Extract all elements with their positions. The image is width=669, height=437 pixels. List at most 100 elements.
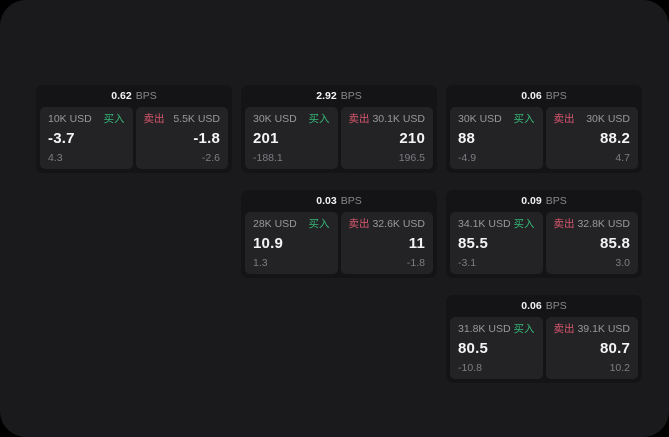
card-body: 30K USD 买入 88 -4.9 卖出 30K USD 88.2 4.7 <box>446 105 642 173</box>
sell-amount: 39.1K USD <box>577 323 630 335</box>
sell-change: 3.0 <box>615 257 630 269</box>
card-bps-header: 0.06 BPS <box>446 295 642 315</box>
sell-panel[interactable]: 卖出 32.6K USD 11 -1.8 <box>340 212 433 274</box>
sell-price: 210 <box>399 130 425 147</box>
spread-card: 0.09 BPS 34.1K USD 买入 85.5 -3.1 卖出 <box>446 190 642 278</box>
sell-side-label: 卖出 <box>348 218 370 230</box>
sell-panel[interactable]: 卖出 30.1K USD 210 196.5 <box>340 107 433 169</box>
spread-card: 0.06 BPS 31.8K USD 买入 80.5 -10.8 卖 <box>446 295 642 383</box>
buy-panel-header: 28K USD 买入 <box>253 218 330 230</box>
buy-amount: 30K USD <box>458 113 502 125</box>
bps-unit-label: BPS <box>545 90 567 102</box>
spread-card: 0.03 BPS 28K USD 买入 10.9 1.3 卖出 <box>241 190 437 278</box>
sell-amount: 32.6K USD <box>372 218 425 230</box>
card-body: 31.8K USD 买入 80.5 -10.8 卖出 39.1K USD 80.… <box>446 315 642 383</box>
buy-panel[interactable]: 30K USD 买入 88 -4.9 <box>450 107 543 169</box>
bps-unit-label: BPS <box>135 90 157 102</box>
buy-price: 80.5 <box>458 340 488 357</box>
sell-amount: 30K USD <box>586 113 630 125</box>
card-bps-header: 2.92 BPS <box>241 85 437 105</box>
buy-amount: 31.8K USD <box>458 323 511 335</box>
buy-panel-header: 34.1K USD 买入 <box>458 218 535 230</box>
card-bps-header: 0.06 BPS <box>446 85 642 105</box>
card-body: 30K USD 买入 201 -188.1 卖出 30.1K USD 210 1… <box>241 105 437 173</box>
bps-unit-label: BPS <box>545 195 567 207</box>
sell-panel-header: 卖出 39.1K USD <box>554 323 631 335</box>
card-body: 34.1K USD 买入 85.5 -3.1 卖出 32.8K USD 85.8… <box>446 210 642 278</box>
card-body: 28K USD 买入 10.9 1.3 卖出 32.6K USD 11 -1.8 <box>241 210 437 278</box>
sell-panel-header: 卖出 32.6K USD <box>349 218 426 230</box>
buy-panel-header: 10K USD 买入 <box>48 113 125 125</box>
card-bps-header: 0.62 BPS <box>36 85 232 105</box>
buy-amount: 10K USD <box>48 113 92 125</box>
bps-value: 0.03 <box>316 195 337 207</box>
sell-amount: 32.8K USD <box>577 218 630 230</box>
buy-panel[interactable]: 10K USD 买入 -3.7 4.3 <box>40 107 133 169</box>
sell-change: 10.2 <box>609 362 630 374</box>
card-body: 10K USD 买入 -3.7 4.3 卖出 5.5K USD -1.8 -2.… <box>36 105 232 173</box>
buy-side-label: 买入 <box>103 113 125 125</box>
spread-card: 0.06 BPS 30K USD 买入 88 -4.9 卖出 <box>446 85 642 173</box>
sell-side-label: 卖出 <box>348 113 370 125</box>
sell-side-label: 卖出 <box>143 113 165 125</box>
bps-unit-label: BPS <box>545 300 567 312</box>
bps-unit-label: BPS <box>340 195 362 207</box>
buy-price: 201 <box>253 130 279 147</box>
sell-panel-header: 卖出 5.5K USD <box>144 113 221 125</box>
card-bps-header: 0.09 BPS <box>446 190 642 210</box>
sell-side-label: 卖出 <box>553 323 575 335</box>
bps-value: 0.62 <box>111 90 132 102</box>
sell-side-label: 卖出 <box>553 113 575 125</box>
sell-panel-header: 卖出 30.1K USD <box>349 113 426 125</box>
buy-panel[interactable]: 31.8K USD 买入 80.5 -10.8 <box>450 317 543 379</box>
bps-value: 0.06 <box>521 90 542 102</box>
sell-price: -1.8 <box>193 130 220 147</box>
buy-change: -3.1 <box>458 257 477 269</box>
buy-price: 88 <box>458 130 476 147</box>
buy-panel-header: 30K USD 买入 <box>458 113 535 125</box>
buy-panel-header: 31.8K USD 买入 <box>458 323 535 335</box>
sell-amount: 5.5K USD <box>173 113 220 125</box>
sell-amount: 30.1K USD <box>372 113 425 125</box>
buy-side-label: 买入 <box>513 218 535 230</box>
bps-value: 2.92 <box>316 90 337 102</box>
spread-card: 2.92 BPS 30K USD 买入 201 -188.1 卖出 <box>241 85 437 173</box>
buy-side-label: 买入 <box>513 323 535 335</box>
sell-price: 85.8 <box>600 235 630 252</box>
buy-panel[interactable]: 28K USD 买入 10.9 1.3 <box>245 212 338 274</box>
buy-panel-header: 30K USD 买入 <box>253 113 330 125</box>
buy-change: 4.3 <box>48 152 63 164</box>
buy-panel[interactable]: 30K USD 买入 201 -188.1 <box>245 107 338 169</box>
spread-card: 0.62 BPS 10K USD 买入 -3.7 4.3 卖出 <box>36 85 232 173</box>
sell-panel[interactable]: 卖出 5.5K USD -1.8 -2.6 <box>135 107 228 169</box>
bps-value: 0.09 <box>521 195 542 207</box>
sell-panel-header: 卖出 32.8K USD <box>554 218 631 230</box>
buy-amount: 30K USD <box>253 113 297 125</box>
sell-change: -2.6 <box>201 152 220 164</box>
buy-amount: 28K USD <box>253 218 297 230</box>
buy-change: -10.8 <box>458 362 482 374</box>
buy-panel[interactable]: 34.1K USD 买入 85.5 -3.1 <box>450 212 543 274</box>
bps-unit-label: BPS <box>340 90 362 102</box>
spread-cards-grid: 0.62 BPS 10K USD 买入 -3.7 4.3 卖出 <box>36 85 642 383</box>
buy-price: 85.5 <box>458 235 488 252</box>
sell-panel[interactable]: 卖出 32.8K USD 85.8 3.0 <box>545 212 638 274</box>
buy-amount: 34.1K USD <box>458 218 511 230</box>
sell-side-label: 卖出 <box>553 218 575 230</box>
buy-change: -188.1 <box>253 152 283 164</box>
buy-change: 1.3 <box>253 257 268 269</box>
buy-price: 10.9 <box>253 235 283 252</box>
buy-side-label: 买入 <box>513 113 535 125</box>
sell-price: 88.2 <box>600 130 630 147</box>
buy-side-label: 买入 <box>308 218 330 230</box>
buy-price: -3.7 <box>48 130 75 147</box>
sell-change: 196.5 <box>398 152 425 164</box>
sell-panel[interactable]: 卖出 39.1K USD 80.7 10.2 <box>545 317 638 379</box>
card-bps-header: 0.03 BPS <box>241 190 437 210</box>
buy-change: -4.9 <box>458 152 477 164</box>
buy-side-label: 买入 <box>308 113 330 125</box>
sell-change: -1.8 <box>406 257 425 269</box>
sell-panel[interactable]: 卖出 30K USD 88.2 4.7 <box>545 107 638 169</box>
